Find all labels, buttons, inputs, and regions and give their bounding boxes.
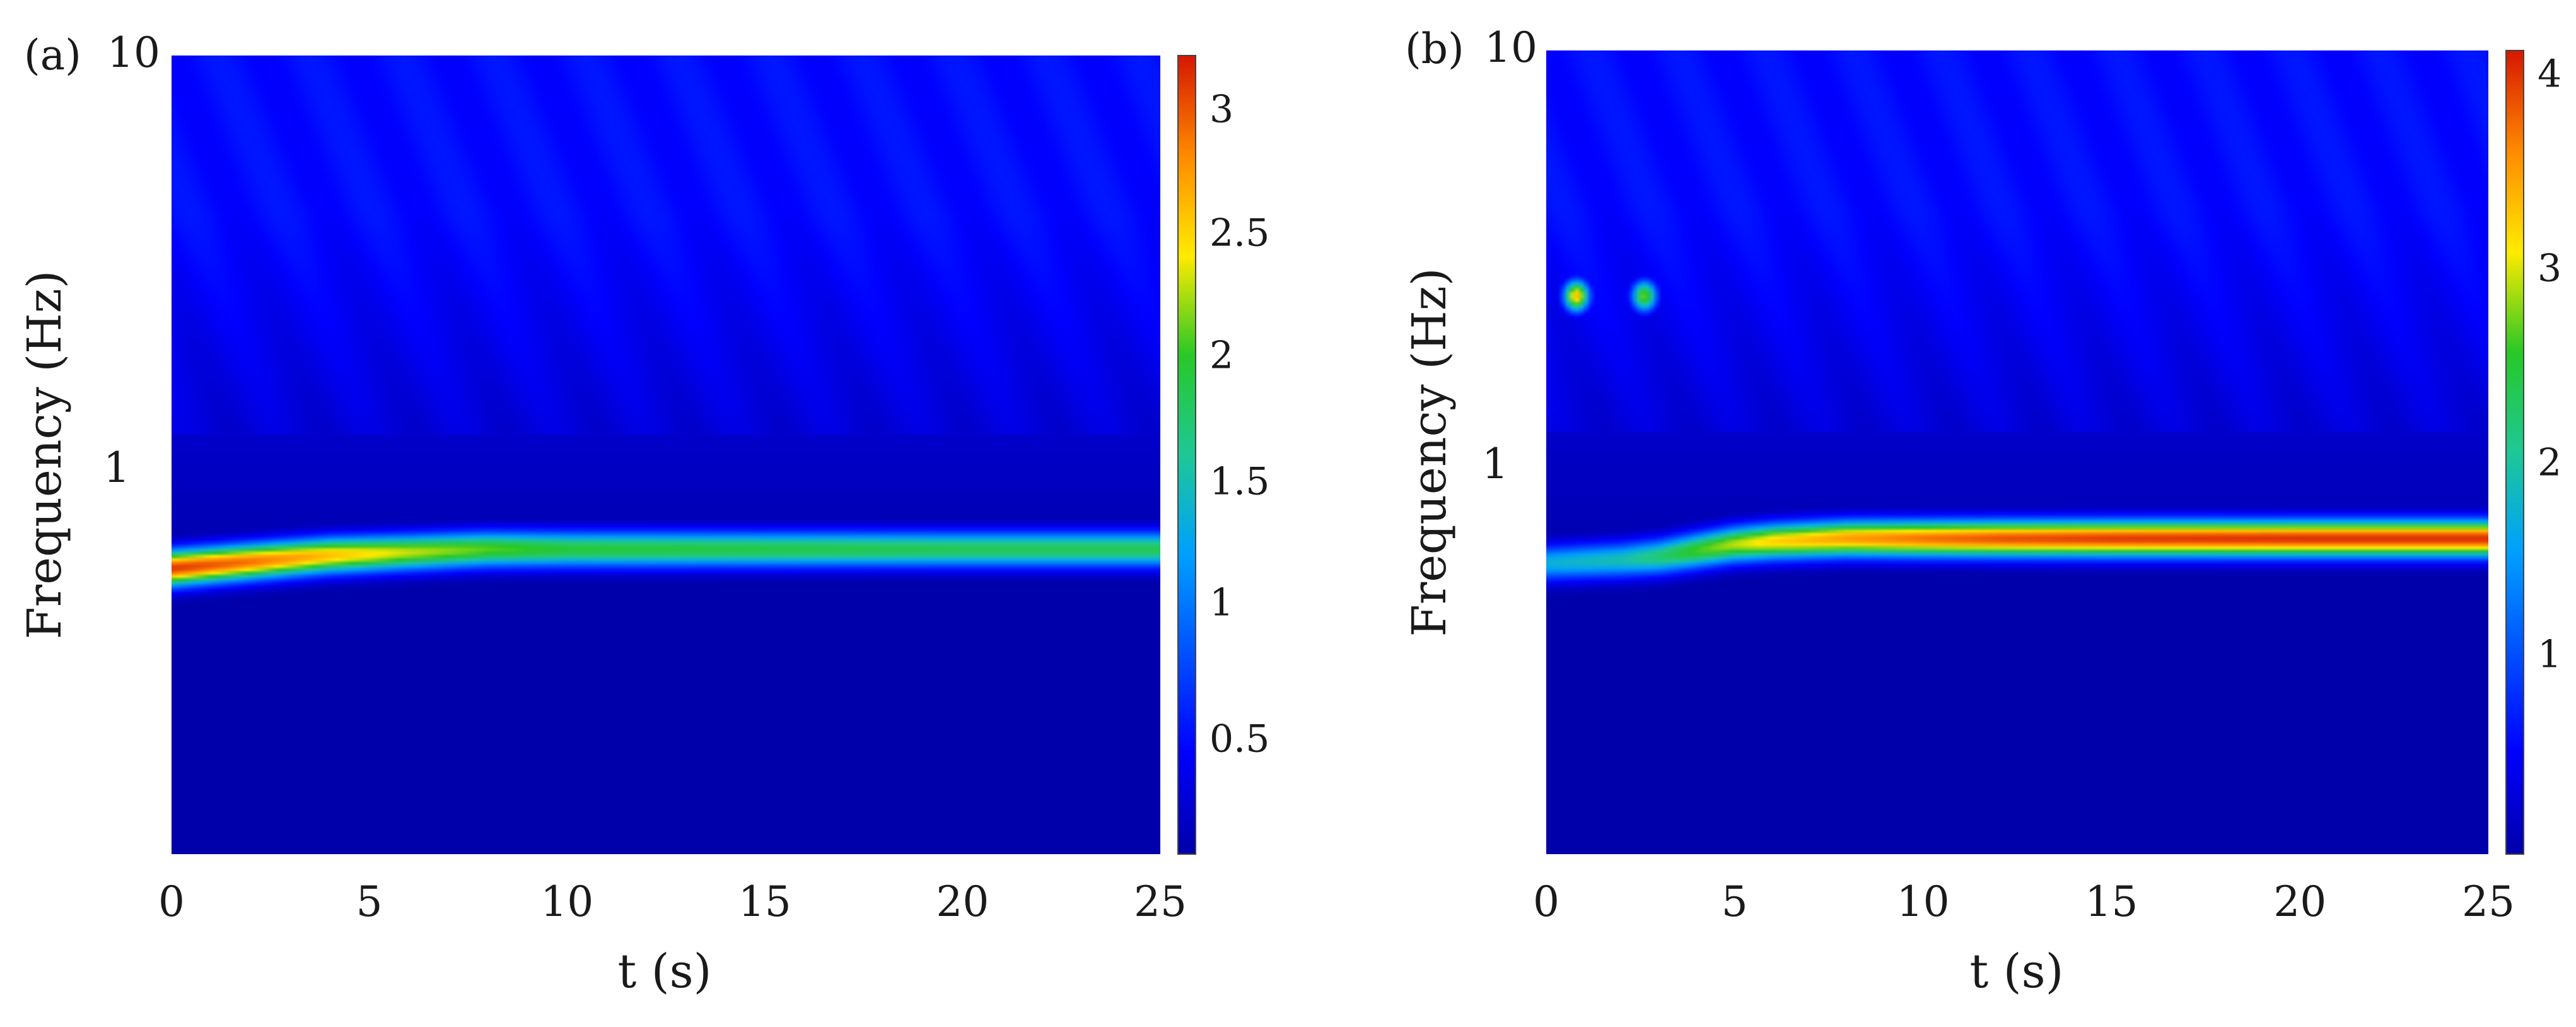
panel-b-x-tick-25: 25	[2462, 877, 2515, 926]
panel-b-x-tick-20: 20	[2273, 877, 2326, 926]
panel-b-x-tick-0: 0	[1533, 877, 1559, 926]
panel-b-x-tick-15: 15	[2085, 877, 2138, 926]
panel-a-colorbar-tick-0.5: 0.5	[1209, 717, 1269, 761]
panel-a-x-tick-10: 10	[540, 877, 593, 926]
panel-a-x-tick-25: 25	[1134, 877, 1187, 926]
panel-a-heatmap-image	[172, 56, 1160, 854]
panel-b-x-tick-5: 5	[1722, 877, 1748, 926]
panel-a-colorbar-tick-2: 2	[1209, 334, 1233, 378]
panel-a-colorbar: 0.5 1 1.5 2 2.5 3	[1177, 55, 1269, 855]
panel-a-x-axis-title: t (s)	[618, 944, 712, 999]
panel-b-x-axis-title: t (s)	[1970, 944, 2064, 999]
panel-b-y-tick-1: 1	[1482, 440, 1508, 488]
panel-b-heatmap	[1546, 50, 2488, 854]
panel-a-heatmap	[172, 56, 1160, 854]
panel-a-colorbar-frame	[1177, 55, 1196, 855]
panel-a-label: (a)	[24, 31, 81, 79]
panel-b-colorbar: 1 2 3 4	[2505, 50, 2561, 855]
panel-a-x-tick-15: 15	[738, 877, 791, 926]
panel-b-heatmap-image	[1546, 50, 2488, 854]
panel-a-colorbar-tick-1.5: 1.5	[1209, 460, 1269, 504]
panel-a-y-axis-title: Frequency (Hz)	[18, 270, 72, 639]
panel-b-colorbar-image	[2506, 50, 2524, 854]
panel-b-colorbar-tick-3: 3	[2538, 247, 2561, 291]
panel-b-x-tick-10: 10	[1897, 877, 1950, 926]
panel-b-colorbar-tick-1: 1	[2538, 633, 2561, 677]
panel-b-colorbar-tick-4: 4	[2538, 52, 2561, 97]
panel-b-y-tick-10: 10	[1484, 23, 1537, 72]
panel-a-y-tick-1: 1	[103, 443, 130, 492]
panel-a-colorbar-tick-1: 1	[1209, 581, 1233, 625]
panel-a-colorbar-tick-3: 3	[1209, 88, 1233, 132]
panel-a: (a) 10 1 0 5 10 15 20 25 t (s) Frequency…	[18, 28, 1269, 999]
panel-b-colorbar-tick-2: 2	[2538, 441, 2561, 485]
panel-b-label: (b)	[1405, 25, 1464, 73]
panel-a-colorbar-image	[1178, 56, 1196, 854]
panel-b-y-axis-title: Frequency (Hz)	[1402, 267, 1457, 637]
panel-a-x-tick-20: 20	[936, 877, 989, 926]
panel-b: (b) 10 1 0 5 10 15 20 25 t (s) Frequency…	[1402, 23, 2561, 999]
panel-b-colorbar-frame	[2505, 50, 2524, 855]
panel-a-x-tick-5: 5	[356, 877, 383, 926]
panel-a-y-tick-10: 10	[107, 28, 160, 77]
panel-a-x-tick-0: 0	[158, 877, 185, 926]
panel-a-colorbar-tick-2.5: 2.5	[1209, 211, 1269, 255]
